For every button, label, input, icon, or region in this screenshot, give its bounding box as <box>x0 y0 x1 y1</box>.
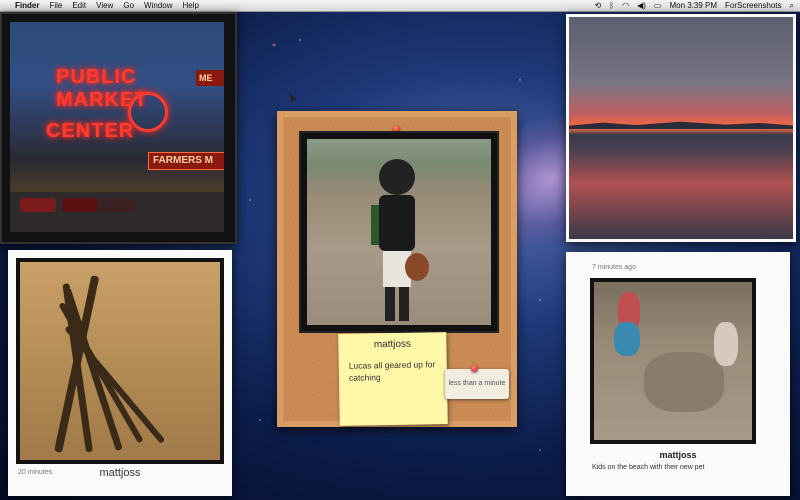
status-area: ⟲ ᛒ ◠ ◀) ▭ Mon 3:39 PM ForScreenshots ⌕ <box>587 0 794 11</box>
pushpin-icon <box>471 365 478 372</box>
beach-photo-frame <box>590 278 756 444</box>
car <box>100 198 136 212</box>
bluetooth-icon[interactable]: ᛒ <box>609 1 615 10</box>
sign-center: CENTER <box>46 120 135 142</box>
menu-bar: Finder File Edit View Go Window Help ⟲ ᛒ… <box>0 0 800 12</box>
sticky-note: mattjoss Lucas all geared up for catchin… <box>338 332 448 426</box>
menubar-clock[interactable]: Mon 3:39 PM <box>669 1 718 10</box>
volume-icon[interactable]: ◀) <box>637 1 646 10</box>
note-caption: Lucas all geared up for catching <box>348 359 436 383</box>
car <box>62 198 98 212</box>
time-tag: less than a minute <box>445 369 509 399</box>
car <box>20 198 56 212</box>
photo-card-beach[interactable]: 7 minutes ago mattjoss Kids on the beach… <box>566 252 790 496</box>
market-clock <box>128 92 168 132</box>
pushpin-icon <box>393 125 400 132</box>
mountains <box>569 121 793 129</box>
child <box>614 322 640 356</box>
sand-sculpture <box>644 352 724 412</box>
catcher-kid <box>371 159 429 321</box>
menu-edit[interactable]: Edit <box>72 1 87 10</box>
wifi-icon[interactable]: ◠ <box>622 1 630 10</box>
photo-caption: Kids on the beach with their new pet <box>592 464 705 471</box>
photo-username: mattjoss <box>659 450 697 460</box>
photo-card-sunset[interactable] <box>566 14 796 242</box>
menu-file[interactable]: File <box>49 1 63 10</box>
shadows-photo <box>16 258 224 464</box>
search-icon[interactable]: ⌕ <box>789 1 794 10</box>
time-machine-icon[interactable]: ⟲ <box>594 1 602 10</box>
child <box>714 322 738 366</box>
catcher-photo-frame <box>299 131 499 333</box>
sign-public-market: PUBLIC MARKET <box>56 66 148 111</box>
corkboard-card[interactable]: mattjoss Lucas all geared up for catchin… <box>277 111 517 427</box>
beach-photo <box>594 282 752 440</box>
photo-time: 20 minutes <box>18 469 53 476</box>
photo-card-shadows[interactable]: 20 minutes mattjoss <box>8 250 232 496</box>
catcher-photo <box>307 139 491 325</box>
menubar-user[interactable]: ForScreenshots <box>725 1 782 10</box>
sign-farmers: FARMERS M <box>148 152 224 170</box>
menu-window[interactable]: Window <box>144 1 173 10</box>
sunset-photo <box>569 17 793 239</box>
photo-time: 7 minutes ago <box>592 264 636 271</box>
battery-icon[interactable]: ▭ <box>653 1 662 10</box>
menu-go[interactable]: Go <box>123 1 135 10</box>
menu-app-finder[interactable]: Finder <box>15 1 40 10</box>
sign-me: ME <box>196 70 224 86</box>
menu-help[interactable]: Help <box>182 1 199 10</box>
photo-card-market[interactable]: PUBLIC MARKET CENTER ME FARMERS M <box>0 12 237 244</box>
photo-username: mattjoss <box>99 467 141 479</box>
menu-view[interactable]: View <box>96 1 114 10</box>
note-username: mattjoss <box>373 338 412 351</box>
market-photo: PUBLIC MARKET CENTER ME FARMERS M <box>10 22 224 232</box>
